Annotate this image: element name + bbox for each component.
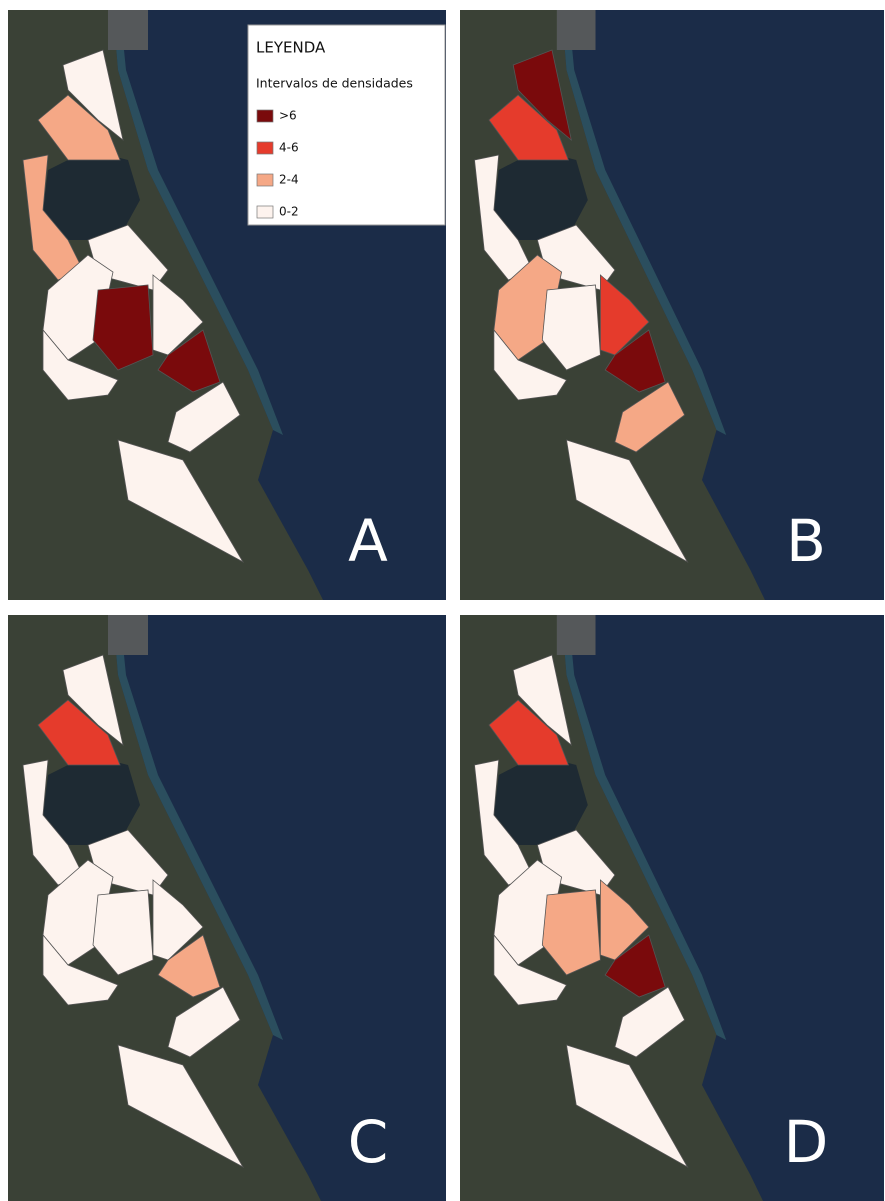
map-panel: D — [460, 615, 884, 1201]
legend-swatch — [257, 206, 273, 218]
port — [108, 615, 148, 655]
map-panel: B — [460, 10, 884, 610]
legend-title: LEYENDA — [256, 39, 326, 57]
legend-subtitle: Intervalos de densidades — [256, 76, 413, 91]
port — [557, 615, 596, 655]
legend-swatch — [257, 174, 273, 186]
panel-label: A — [348, 507, 388, 575]
port — [557, 10, 596, 50]
figure: A B C D LEYENDA Intervalos de densidades >6 4-6… — [0, 0, 885, 1201]
legend-swatch — [257, 110, 273, 122]
map-panel: C — [8, 615, 446, 1201]
panel-label: D — [784, 1108, 829, 1176]
legend-label: >6 — [279, 109, 297, 123]
port — [108, 10, 148, 50]
legend-label: 2-4 — [279, 173, 299, 187]
legend-label: 0-2 — [279, 205, 299, 219]
legend-label: 4-6 — [279, 141, 299, 155]
legend: LEYENDA Intervalos de densidades >6 4-6 2-4 0… — [248, 25, 445, 225]
panel-label: B — [786, 507, 826, 575]
legend-swatch — [257, 142, 273, 154]
panel-label: C — [348, 1108, 389, 1176]
